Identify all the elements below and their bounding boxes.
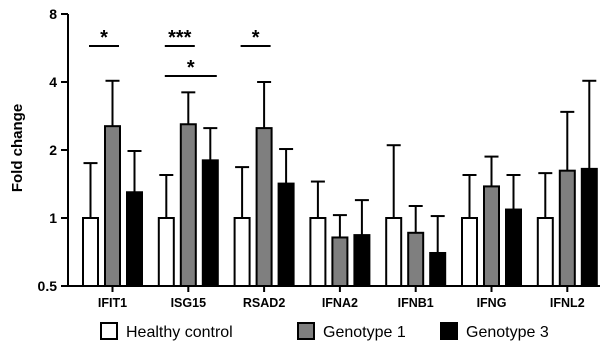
x-tick-label: IFNA2	[322, 296, 358, 310]
legend: Healthy control Genotype 1 Genotype 3	[100, 322, 549, 341]
legend-label: Healthy control	[126, 324, 233, 341]
bar	[385, 217, 403, 287]
legend-label: Genotype 3	[466, 324, 549, 341]
bar	[126, 191, 143, 288]
significance-label: *	[100, 27, 108, 49]
significance-label: ***	[168, 27, 192, 49]
bar	[483, 185, 500, 287]
bars-group	[82, 123, 598, 288]
bar	[558, 169, 576, 287]
bar	[277, 182, 295, 287]
y-axis-title: Fold change	[9, 104, 26, 192]
bar	[505, 208, 522, 287]
bar	[233, 217, 251, 287]
legend-swatch	[440, 322, 458, 340]
bar	[179, 123, 197, 287]
y-tick-label: 4	[49, 74, 57, 90]
x-tick-label: ISG15	[171, 296, 206, 310]
y-tick-label: 2	[49, 142, 57, 158]
x-tick-label: IFNG	[477, 296, 507, 310]
bar	[309, 217, 327, 287]
bar	[580, 167, 598, 288]
legend-swatch	[100, 322, 118, 340]
legend-label: Genotype 1	[323, 324, 406, 341]
bar	[407, 231, 425, 287]
bar	[157, 217, 175, 287]
bar	[82, 217, 99, 287]
bar	[104, 125, 121, 287]
bar	[461, 217, 478, 287]
bar	[429, 251, 447, 288]
bar	[331, 236, 349, 288]
error-bars-group	[83, 79, 597, 253]
y-tick-label: 1	[49, 210, 57, 226]
significance-label: *	[187, 57, 195, 79]
bar	[201, 159, 219, 287]
x-tick-label: IFNL2	[550, 296, 585, 310]
significance-label: *	[252, 27, 260, 49]
x-tick-label: IFIT1	[98, 296, 127, 310]
x-tick-label: RSAD2	[243, 296, 285, 310]
y-axis: 0.5 1 2 4 8	[38, 6, 69, 294]
significance-group: * *****	[89, 27, 271, 79]
bar	[255, 127, 273, 287]
x-tick-label: IFNB1	[398, 296, 434, 310]
bar	[353, 234, 371, 287]
y-tick-label: 0.5	[38, 278, 58, 294]
x-axis: IFIT1 ISG15 RSAD2 IFNA2 IFNB1 IFNG IFNL2	[67, 285, 600, 310]
legend-swatch	[297, 322, 315, 340]
y-tick-label: 8	[49, 6, 57, 22]
bar	[536, 217, 554, 287]
